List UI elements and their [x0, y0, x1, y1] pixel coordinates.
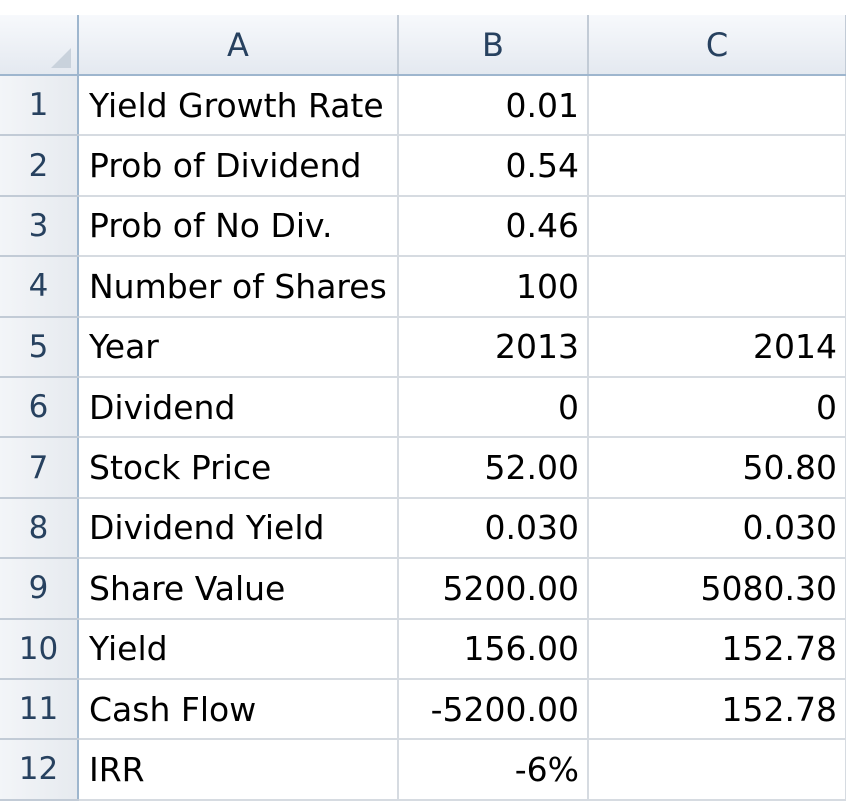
table-row: 9 Share Value 5200.00 5080.30 [0, 558, 846, 620]
cell-c4[interactable] [588, 256, 846, 318]
cell-b6[interactable]: 0 [398, 376, 589, 439]
cell-a6[interactable]: Dividend [78, 376, 399, 439]
cell-c11[interactable]: 152.78 [588, 678, 846, 741]
table-row: 10 Yield 156.00 152.78 [0, 618, 846, 680]
cell-a3[interactable]: Prob of No Div. [78, 195, 399, 258]
cell-c10[interactable]: 152.78 [588, 618, 846, 680]
cell-c8[interactable]: 0.030 [588, 497, 846, 560]
row-header[interactable]: 7 [0, 437, 79, 499]
select-all-corner[interactable] [0, 15, 79, 76]
cell-a4[interactable]: Number of Shares [78, 256, 399, 318]
row-header[interactable]: 8 [0, 497, 79, 560]
row-header[interactable]: 6 [0, 376, 79, 439]
toolbar-edge [0, 0, 846, 15]
table-row: 12 IRR -6% [0, 739, 846, 801]
cell-c6[interactable]: 0 [588, 376, 846, 439]
select-all-icon [51, 48, 71, 68]
cell-a10[interactable]: Yield [78, 618, 399, 680]
cell-grid: A B C 1 Yield Growth Rate 0.01 2 Prob of Divide… [0, 15, 846, 801]
cell-a1[interactable]: Yield Growth Rate [78, 75, 399, 137]
cell-b1[interactable]: 0.01 [398, 75, 589, 137]
cell-b11[interactable]: -5200.00 [398, 678, 589, 741]
row-header[interactable]: 4 [0, 256, 79, 318]
column-header-c[interactable]: C [588, 15, 846, 76]
cell-c3[interactable] [588, 195, 846, 258]
row-header[interactable]: 12 [0, 739, 79, 801]
cell-b7[interactable]: 52.00 [398, 437, 589, 499]
cell-c9[interactable]: 5080.30 [588, 558, 846, 620]
row-header[interactable]: 3 [0, 195, 79, 258]
cell-b8[interactable]: 0.030 [398, 497, 589, 560]
cell-a9[interactable]: Share Value [78, 558, 399, 620]
cell-c1[interactable] [588, 75, 846, 137]
table-row: 5 Year 2013 2014 [0, 316, 846, 378]
cell-c2[interactable] [588, 135, 846, 197]
table-row: 4 Number of Shares 100 [0, 256, 846, 318]
row-header[interactable]: 5 [0, 316, 79, 378]
table-row: 1 Yield Growth Rate 0.01 [0, 75, 846, 137]
cell-a2[interactable]: Prob of Dividend [78, 135, 399, 197]
cell-a12[interactable]: IRR [78, 739, 399, 801]
cell-b2[interactable]: 0.54 [398, 135, 589, 197]
row-header[interactable]: 11 [0, 678, 79, 741]
table-row: 6 Dividend 0 0 [0, 376, 846, 439]
cell-c5[interactable]: 2014 [588, 316, 846, 378]
cell-c12[interactable] [588, 739, 846, 801]
table-row: 7 Stock Price 52.00 50.80 [0, 437, 846, 499]
row-header[interactable]: 9 [0, 558, 79, 620]
row-header[interactable]: 1 [0, 75, 79, 137]
column-header-a[interactable]: A [78, 15, 399, 76]
cell-b12[interactable]: -6% [398, 739, 589, 801]
row-header[interactable]: 2 [0, 135, 79, 197]
row-header[interactable]: 10 [0, 618, 79, 680]
table-row: 8 Dividend Yield 0.030 0.030 [0, 497, 846, 560]
cell-c7[interactable]: 50.80 [588, 437, 846, 499]
cell-a7[interactable]: Stock Price [78, 437, 399, 499]
table-row: 3 Prob of No Div. 0.46 [0, 195, 846, 258]
cell-a5[interactable]: Year [78, 316, 399, 378]
cell-b5[interactable]: 2013 [398, 316, 589, 378]
cell-a11[interactable]: Cash Flow [78, 678, 399, 741]
table-row: 2 Prob of Dividend 0.54 [0, 135, 846, 197]
column-header-b[interactable]: B [398, 15, 589, 76]
table-row: 11 Cash Flow -5200.00 152.78 [0, 678, 846, 741]
cell-b9[interactable]: 5200.00 [398, 558, 589, 620]
cell-a8[interactable]: Dividend Yield [78, 497, 399, 560]
cell-b10[interactable]: 156.00 [398, 618, 589, 680]
cell-b3[interactable]: 0.46 [398, 195, 589, 258]
cell-b4[interactable]: 100 [398, 256, 589, 318]
